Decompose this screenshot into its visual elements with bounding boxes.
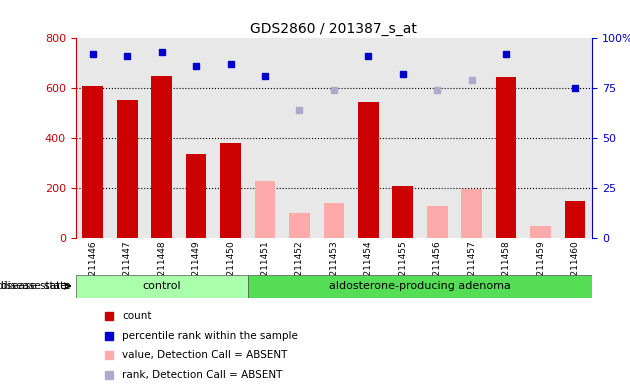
Text: disease state: disease state (1, 281, 71, 291)
Bar (151, 76, 172, 238)
Bar (496, 77, 517, 238)
Text: GSM211453: GSM211453 (329, 240, 338, 295)
Text: GSM211451: GSM211451 (261, 240, 270, 295)
Text: GSM211456: GSM211456 (433, 240, 442, 295)
Text: GSM211447: GSM211447 (123, 240, 132, 295)
Text: rank, Detection Call = ABSENT: rank, Detection Call = ABSENT (122, 370, 282, 380)
Bar (83, 86, 103, 238)
Bar (358, 102, 379, 238)
Text: count: count (122, 311, 152, 321)
Bar (220, 143, 241, 238)
Text: GSM211459: GSM211459 (536, 240, 545, 295)
Text: GSM211455: GSM211455 (398, 240, 407, 295)
Text: percentile rank within the sample: percentile rank within the sample (122, 331, 298, 341)
Text: GSM211460: GSM211460 (571, 240, 580, 295)
Title: GDS2860 / 201387_s_at: GDS2860 / 201387_s_at (251, 22, 417, 36)
Bar (255, 180, 275, 238)
Text: GSM211458: GSM211458 (501, 240, 510, 295)
Text: control: control (142, 281, 181, 291)
Text: GSM211448: GSM211448 (158, 240, 166, 295)
Bar (289, 213, 310, 238)
Text: GSM211450: GSM211450 (226, 240, 235, 295)
Text: GSM211457: GSM211457 (467, 240, 476, 295)
FancyBboxPatch shape (76, 275, 248, 298)
Text: GSM211449: GSM211449 (192, 240, 200, 295)
Bar (117, 99, 137, 238)
Text: GSM211452: GSM211452 (295, 240, 304, 295)
Bar (461, 189, 482, 238)
Text: disease state: disease state (0, 281, 67, 291)
Bar (186, 154, 207, 238)
Text: GSM211454: GSM211454 (364, 240, 373, 295)
Bar (392, 186, 413, 238)
Text: aldosterone-producing adenoma: aldosterone-producing adenoma (329, 281, 511, 291)
Text: GSM211446: GSM211446 (88, 240, 97, 295)
Bar (530, 226, 551, 238)
Bar (324, 203, 344, 238)
Bar (564, 200, 585, 238)
Text: value, Detection Call = ABSENT: value, Detection Call = ABSENT (122, 350, 287, 360)
Bar (427, 206, 447, 238)
FancyBboxPatch shape (248, 275, 592, 298)
